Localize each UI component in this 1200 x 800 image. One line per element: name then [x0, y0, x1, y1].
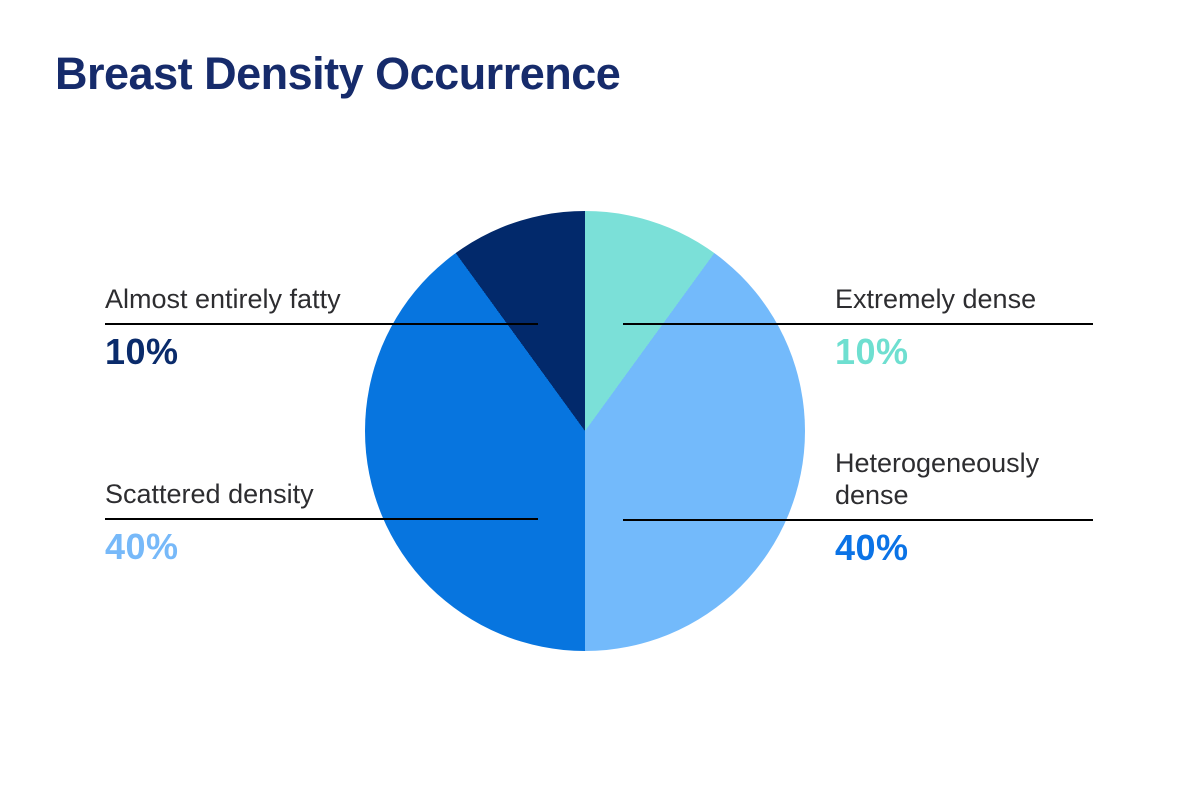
callout-heterogeneously-dense: Heterogeneously dense 40% [623, 447, 1093, 566]
callout-extremely-dense: Extremely dense 10% [623, 283, 1093, 370]
callout-value: 10% [105, 331, 179, 372]
callout-label: Almost entirely fatty [105, 284, 341, 314]
pie-chart [365, 211, 805, 651]
chart-title: Breast Density Occurrence [55, 48, 621, 99]
leader-line [623, 519, 1093, 521]
leader-line [105, 518, 538, 520]
callout-almost-entirely-fatty: Almost entirely fatty 10% [105, 283, 538, 370]
leader-line [105, 323, 538, 325]
leader-line [623, 323, 1093, 325]
callout-scattered-density: Scattered density 40% [105, 478, 538, 565]
callout-value: 40% [835, 527, 909, 568]
callout-label: Scattered density [105, 479, 314, 509]
callout-value: 10% [835, 331, 909, 372]
callout-label: Extremely dense [835, 284, 1037, 314]
callout-label: Heterogeneously dense [835, 448, 1040, 510]
callout-value: 40% [105, 526, 179, 567]
